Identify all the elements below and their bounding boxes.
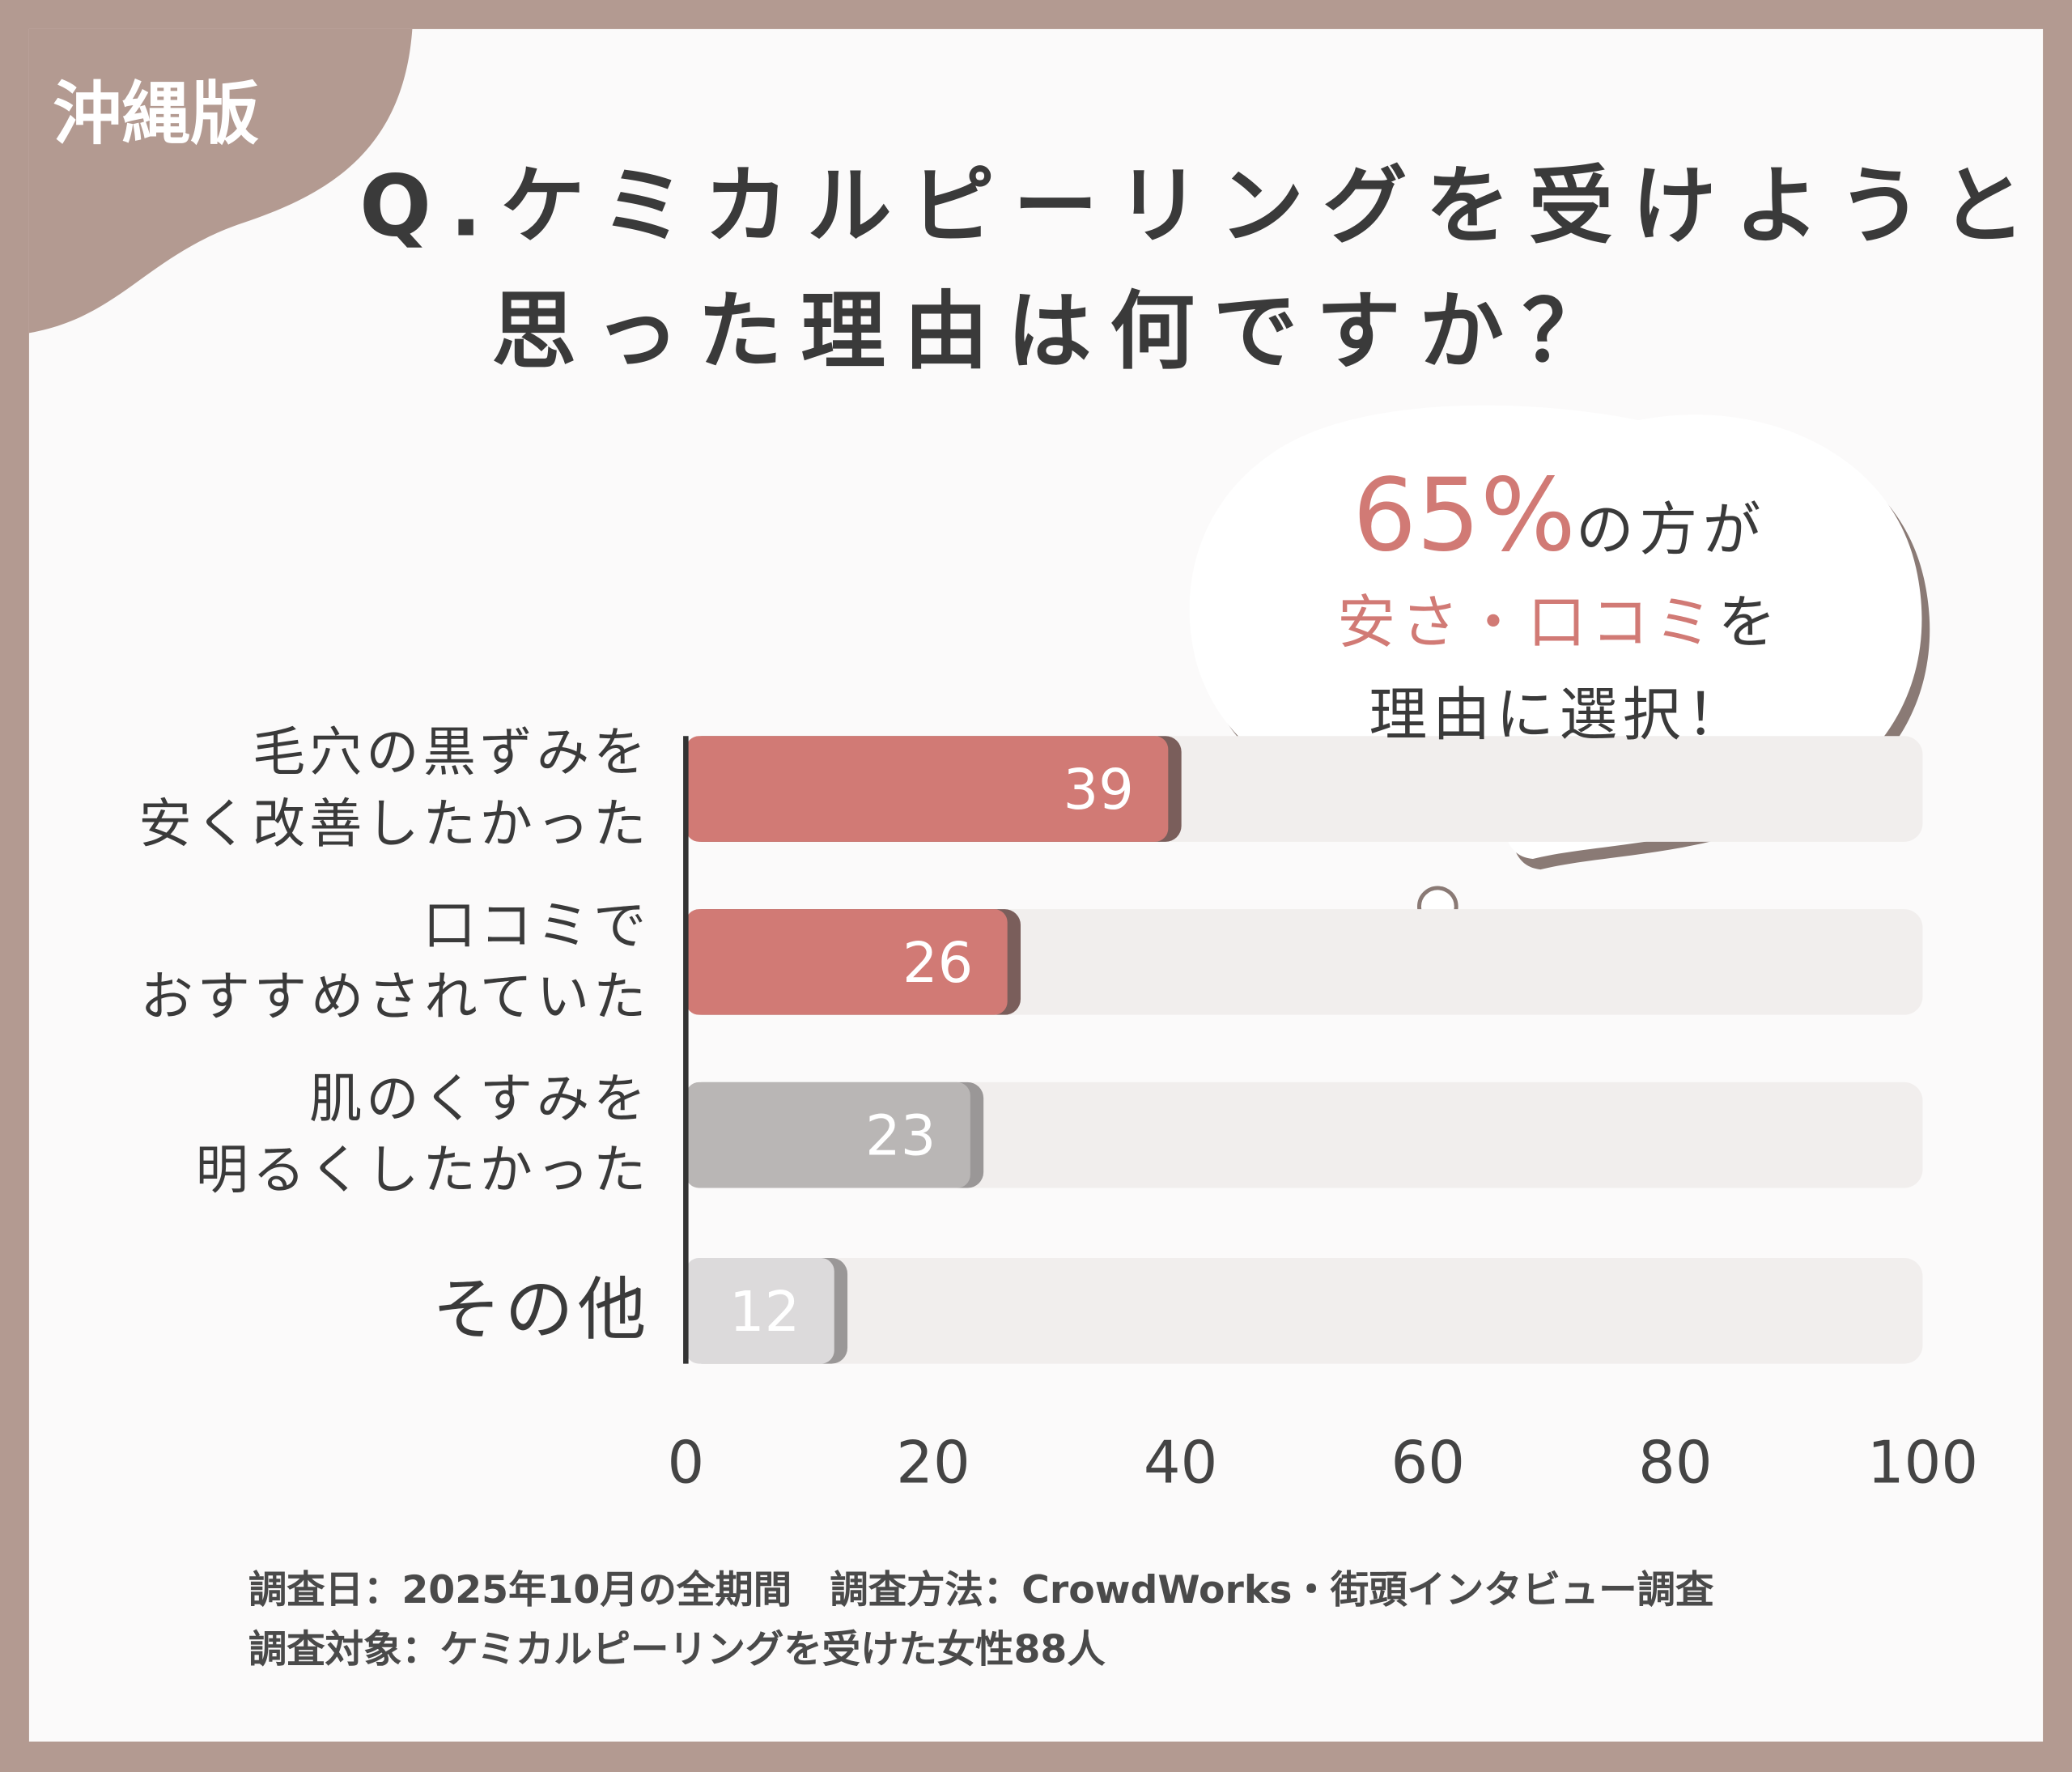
value-label: 12	[729, 1280, 800, 1345]
footnote: 調査日：2025年10月の全期間 調査方法：CrowdWorks・街頭インタビュ…	[248, 1567, 1714, 1613]
chart-title: 思った理由は何ですか？	[491, 283, 1626, 382]
x-tick-label: 0	[667, 1429, 704, 1497]
category-label: 毛穴の黒ずみを 安く改善したかった	[138, 722, 651, 856]
annotation-text: 理由に選択！	[1369, 682, 1750, 750]
bar	[686, 736, 1169, 842]
tag-shape	[28, 28, 413, 334]
annotation-text: の方が	[1575, 496, 1766, 565]
bar	[686, 1258, 834, 1364]
annotation-line: 安さ・口コミを	[1189, 575, 1929, 659]
annotation-line: 理由に選択！	[1189, 667, 1929, 751]
x-tick-label: 100	[1867, 1429, 1978, 1497]
tag: 沖縄版	[53, 75, 260, 155]
bar-track	[686, 1258, 1923, 1364]
value-label: 23	[865, 1104, 936, 1169]
value-label: 26	[902, 931, 973, 996]
annotation-text: 安さ・口コミ	[1337, 589, 1718, 657]
x-tick-label: 40	[1144, 1429, 1217, 1497]
value-label: 39	[1064, 758, 1134, 822]
x-tick-label: 60	[1391, 1429, 1465, 1497]
category-label: 口コミで おすすめされていた	[140, 895, 651, 1029]
chart-title: Q.ケミカルピーリングを受けようと	[359, 158, 2044, 257]
annotation-text: 65%	[1352, 456, 1576, 574]
bar	[686, 1081, 970, 1188]
annotation-text: を	[1717, 589, 1781, 657]
bar-track	[686, 1081, 1923, 1188]
footnote: 調査対象：ケミカルピーリングを受けた女性88人	[248, 1626, 1106, 1672]
panel	[28, 28, 2044, 1742]
bar	[686, 909, 1008, 1015]
category-label: 肌のくすみを 明るくしたかった	[195, 1069, 651, 1201]
x-tick-label: 80	[1638, 1429, 1712, 1497]
x-tick-label: 20	[896, 1429, 970, 1497]
category-label: その他	[431, 1271, 651, 1351]
annotation-line: 65%の方が	[1189, 456, 1929, 573]
